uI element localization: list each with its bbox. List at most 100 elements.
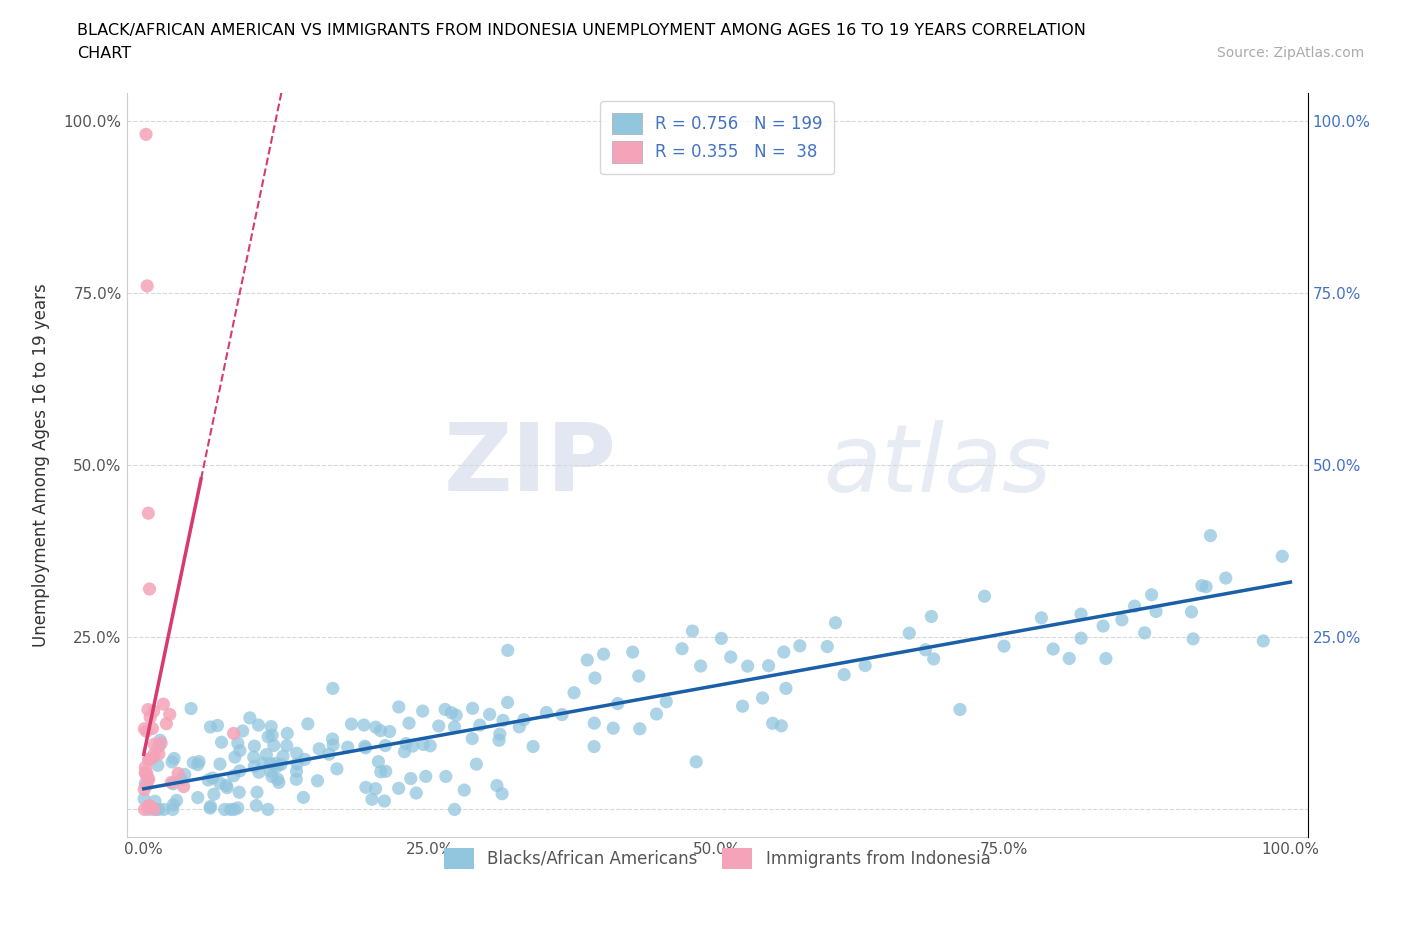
Point (257, 802, 280, 817)
Point (224, 750, 246, 764)
Point (1140, 588, 1163, 603)
Point (427, 719, 450, 734)
Point (141, 800, 163, 815)
Point (671, 642, 693, 657)
Point (152, 697, 174, 711)
Point (132, 791, 155, 806)
Point (775, 681, 797, 696)
Point (353, 738, 375, 753)
Point (155, 716, 177, 731)
Point (453, 783, 475, 798)
Point (229, 764, 252, 778)
Point (197, 773, 219, 788)
Point (160, 775, 183, 790)
Point (201, 771, 224, 786)
Point (143, 746, 166, 761)
Point (1180, 604, 1202, 619)
Point (245, 798, 267, 813)
Point (322, 737, 344, 752)
Point (226, 801, 249, 816)
Point (285, 756, 308, 771)
Point (758, 658, 780, 673)
Point (139, 799, 162, 814)
Point (444, 708, 467, 723)
Point (135, 724, 157, 738)
Point (394, 744, 416, 759)
Point (224, 802, 246, 817)
Point (461, 731, 484, 746)
Point (920, 609, 942, 624)
Point (146, 758, 169, 773)
Point (1144, 604, 1167, 618)
Point (162, 797, 184, 812)
Point (412, 704, 434, 719)
Point (276, 726, 298, 741)
Point (412, 737, 434, 751)
Point (398, 716, 420, 731)
Point (271, 749, 294, 764)
Point (336, 739, 359, 754)
Point (322, 681, 344, 696)
Point (162, 777, 184, 791)
Point (263, 738, 285, 753)
Point (689, 658, 711, 673)
Point (1133, 625, 1156, 640)
Point (211, 735, 233, 750)
Point (138, 802, 160, 817)
Point (215, 778, 238, 793)
Point (576, 653, 599, 668)
Point (141, 721, 163, 736)
Point (602, 721, 624, 736)
Point (395, 737, 418, 751)
Point (824, 616, 846, 631)
Point (326, 762, 349, 777)
Point (307, 774, 329, 789)
Point (173, 767, 195, 782)
Point (1070, 631, 1092, 645)
Point (202, 787, 225, 802)
Point (583, 671, 606, 685)
Point (583, 716, 606, 731)
Point (142, 704, 165, 719)
Point (138, 752, 160, 767)
Point (264, 756, 287, 771)
Point (187, 757, 209, 772)
Point (737, 658, 759, 673)
Point (710, 631, 733, 645)
Point (214, 802, 236, 817)
Point (160, 754, 183, 769)
Point (354, 740, 377, 755)
Point (1182, 631, 1205, 646)
Point (551, 707, 574, 722)
Point (260, 719, 283, 734)
Point (354, 780, 377, 795)
Point (138, 772, 160, 787)
Point (166, 793, 188, 808)
Point (150, 736, 173, 751)
Point (751, 690, 773, 705)
Point (242, 750, 264, 764)
Point (405, 786, 427, 801)
Point (187, 790, 209, 805)
Point (163, 751, 186, 766)
Point (188, 754, 211, 769)
Y-axis label: Unemployment Among Ages 16 to 19 years: Unemployment Among Ages 16 to 19 years (32, 283, 49, 647)
Point (247, 718, 270, 733)
Point (262, 769, 284, 784)
Point (262, 728, 284, 743)
Point (496, 695, 519, 710)
Point (134, 782, 156, 797)
Point (681, 624, 703, 639)
Point (720, 650, 742, 665)
Point (832, 667, 855, 682)
Point (134, 760, 156, 775)
Point (1111, 613, 1133, 628)
Point (1057, 651, 1080, 666)
Point (134, 777, 156, 791)
Point (276, 738, 298, 753)
Point (285, 764, 308, 778)
Point (1191, 578, 1213, 593)
Point (152, 802, 174, 817)
Point (136, 772, 159, 787)
Point (898, 626, 921, 641)
